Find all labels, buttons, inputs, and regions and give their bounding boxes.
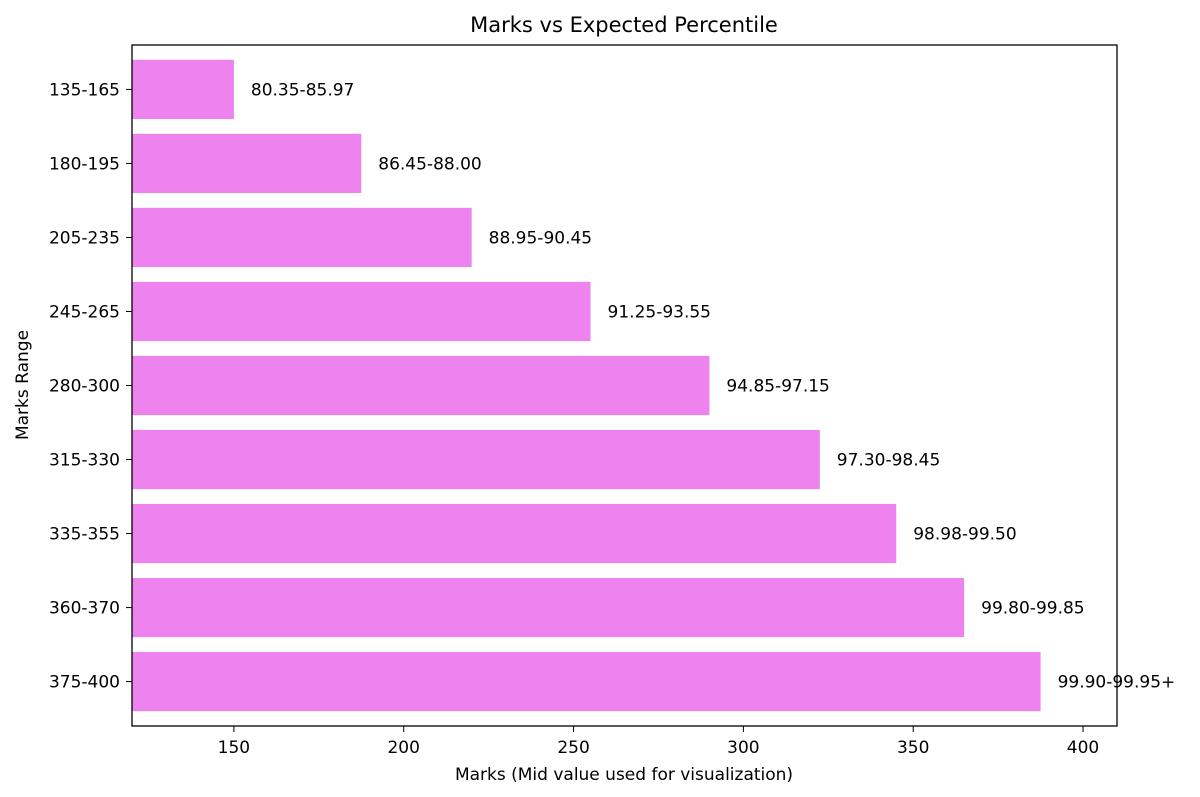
y-tick-label: 375-400 bbox=[49, 673, 120, 693]
bar-value-label: 97.30-98.45 bbox=[837, 451, 940, 471]
y-tick-label: 245-265 bbox=[49, 302, 120, 322]
x-axis-label: Marks (Mid value used for visualization) bbox=[455, 765, 793, 785]
bars-layer: 80.35-85.97 86.45-88.00 88.95-90.45 91.25-9… bbox=[132, 59, 1175, 712]
y-axis-ticks: 135-165 180-195 205-235 245-265 280-300 315-3… bbox=[49, 80, 132, 693]
bar-value-label: 80.35-85.97 bbox=[251, 80, 354, 100]
bar-135-165 bbox=[132, 59, 234, 120]
x-tick-label: 250 bbox=[557, 738, 589, 758]
bar-205-235 bbox=[132, 207, 472, 268]
bar-value-label: 99.80-99.85 bbox=[981, 599, 1084, 619]
y-tick-label: 315-330 bbox=[49, 451, 120, 471]
bar-value-label: 88.95-90.45 bbox=[489, 228, 592, 248]
bar-315-330 bbox=[132, 429, 820, 490]
x-axis-ticks: 150 200 250 300 350 400 bbox=[218, 726, 1099, 758]
bar-335-355 bbox=[132, 503, 897, 564]
y-tick-label: 135-165 bbox=[49, 80, 120, 100]
x-tick-label: 150 bbox=[218, 738, 250, 758]
x-tick-label: 200 bbox=[387, 738, 419, 758]
bar-value-label: 91.25-93.55 bbox=[608, 302, 711, 322]
bar-value-label: 94.85-97.15 bbox=[726, 377, 829, 397]
bar-value-label: 98.98-99.50 bbox=[913, 525, 1016, 545]
x-tick-label: 400 bbox=[1067, 738, 1099, 758]
bar-375-400 bbox=[132, 651, 1041, 712]
bar-360-370 bbox=[132, 577, 965, 638]
bar-value-label: 86.45-88.00 bbox=[378, 154, 481, 174]
x-tick-label: 300 bbox=[727, 738, 759, 758]
x-tick-label: 350 bbox=[897, 738, 929, 758]
y-tick-label: 180-195 bbox=[49, 154, 120, 174]
y-tick-label: 280-300 bbox=[49, 377, 120, 397]
y-axis-label: Marks Range bbox=[13, 330, 33, 440]
y-tick-label: 335-355 bbox=[49, 525, 120, 545]
bar-245-265 bbox=[132, 281, 591, 342]
bar-180-195 bbox=[132, 133, 362, 194]
chart-title: Marks vs Expected Percentile bbox=[470, 13, 778, 37]
y-tick-label: 205-235 bbox=[49, 228, 120, 248]
y-tick-label: 360-370 bbox=[49, 599, 120, 619]
bar-280-300 bbox=[132, 355, 710, 416]
